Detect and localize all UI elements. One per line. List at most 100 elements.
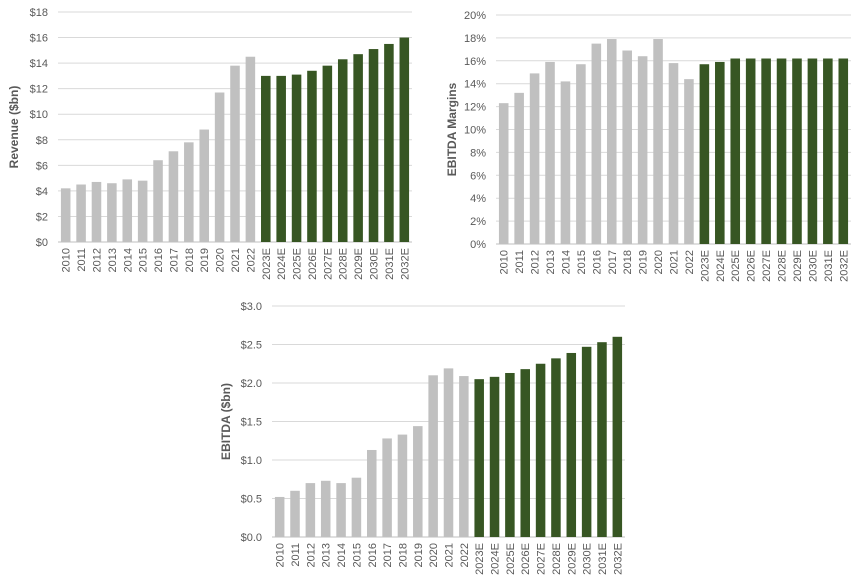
x-tick-label: 2026E xyxy=(520,543,532,575)
x-tick-label: 2012 xyxy=(91,248,103,272)
x-tick-label: 2022 xyxy=(245,248,257,272)
bar-2023e xyxy=(699,64,710,244)
bar-2020 xyxy=(214,92,225,242)
y-tick-label: 2% xyxy=(470,216,486,228)
x-tick-label: 2018 xyxy=(397,543,409,567)
bar-2015 xyxy=(137,180,148,242)
y-tick-label: $14 xyxy=(30,58,48,70)
x-tick-label: 2021 xyxy=(230,248,242,272)
bar-2011 xyxy=(514,92,524,244)
bar-2014 xyxy=(336,483,346,537)
bar-2021 xyxy=(668,63,679,245)
x-tick-label: 2024E xyxy=(490,543,502,575)
x-tick-label: 2028E xyxy=(551,543,563,575)
bar-2018 xyxy=(184,142,194,242)
y-tick-label: $3.0 xyxy=(241,301,262,313)
bar-2031e xyxy=(823,58,833,245)
ebitda-margin-chart: 0% 2% 4% 6% 8% 10% 12% 14% 16% 18% 20% 2010 2011 2012… xyxy=(445,10,851,282)
bar-2012 xyxy=(305,483,316,537)
x-tick-label: 2029E xyxy=(792,250,804,282)
y-axis-title: EBITDA Margins xyxy=(445,82,459,176)
bar-2024e xyxy=(276,75,286,242)
x-tick-label: 2010 xyxy=(499,250,511,274)
bar-2012 xyxy=(529,73,540,245)
y-axis-title: Revenue ($bn) xyxy=(7,86,21,169)
bar-2026e xyxy=(520,369,530,537)
x-tick-label: 2023E xyxy=(699,250,711,282)
bar-2010 xyxy=(498,103,509,244)
bar-2021 xyxy=(230,65,240,243)
bar-2016 xyxy=(367,449,377,537)
bar-2029e xyxy=(566,352,577,537)
y-tick-label: $0 xyxy=(36,237,48,249)
x-tick-label: 2013 xyxy=(545,250,557,274)
bar-2026e xyxy=(745,58,756,245)
x-tick-label: 2025E xyxy=(730,250,742,282)
x-tick-label: 2017 xyxy=(607,250,619,274)
ebitda-chart: $0.0 $0.5 $1.0 $1.5 $2.0 $2.5 $3.0 2010 2011 2012… xyxy=(219,301,625,575)
x-tick-label: 2016 xyxy=(591,250,603,274)
x-tick-label: 2031E xyxy=(823,250,835,282)
x-tick-label: 2028E xyxy=(777,250,789,282)
x-tick-label: 2031E xyxy=(597,543,609,575)
bar-2018 xyxy=(397,434,408,537)
y-tick-label: 20% xyxy=(464,10,486,22)
bar-2029e xyxy=(353,54,363,242)
bar-2032e xyxy=(838,58,849,245)
bar-2013 xyxy=(107,183,117,242)
bar-2019 xyxy=(637,56,648,244)
y-tick-label: 12% xyxy=(464,102,486,114)
bar-2029e xyxy=(792,58,802,245)
y-tick-label: $1.5 xyxy=(241,417,262,429)
x-tick-label: 2020 xyxy=(653,250,665,274)
x-tick-label: 2027E xyxy=(761,250,773,282)
x-tick-label: 2018 xyxy=(184,248,196,272)
x-tick-label: 2021 xyxy=(444,543,456,567)
bar-2010 xyxy=(274,496,285,537)
x-tick-label: 2022 xyxy=(459,543,471,567)
x-tick-label: 2012 xyxy=(530,250,542,274)
bar-2031e xyxy=(597,342,607,537)
x-tick-label: 2012 xyxy=(305,543,317,567)
x-tick-label: 2021 xyxy=(669,250,681,274)
x-tick-label: 2016 xyxy=(367,543,379,567)
x-tick-label: 2026E xyxy=(307,248,319,280)
x-tick-label: 2013 xyxy=(321,543,333,567)
x-tick-label: 2026E xyxy=(746,250,758,282)
x-tick-label: 2029E xyxy=(566,543,578,575)
bar-2017 xyxy=(382,438,392,537)
x-tick-label: 2027E xyxy=(536,543,548,575)
x-tick-label: 2024E xyxy=(715,250,727,282)
bar-2013 xyxy=(545,61,555,244)
bar-2032e xyxy=(612,336,623,537)
x-tick-label: 2010 xyxy=(61,248,73,272)
y-tick-label: $0.5 xyxy=(241,494,262,506)
bar-2011 xyxy=(290,490,300,537)
bar-2024e xyxy=(715,61,725,244)
x-tick-label: 2017 xyxy=(168,248,180,272)
bar-2012 xyxy=(91,181,102,242)
bar-2015 xyxy=(576,64,586,244)
bar-2030e xyxy=(581,346,592,537)
x-tick-label: 2016 xyxy=(153,248,165,272)
bar-2016 xyxy=(591,43,602,244)
bar-2028e xyxy=(551,358,561,537)
y-tick-label: 6% xyxy=(470,170,486,182)
y-tick-label: $0.0 xyxy=(241,532,262,544)
y-tick-label: $16 xyxy=(30,33,48,45)
bar-2014 xyxy=(560,81,571,244)
x-tick-label: 2017 xyxy=(382,543,394,567)
x-tick-label: 2030E xyxy=(807,250,819,282)
bar-2022 xyxy=(684,79,694,245)
bar-2022 xyxy=(245,56,256,242)
bar-2030e xyxy=(368,49,379,242)
bar-2025e xyxy=(505,372,515,537)
x-tick-label: 2025E xyxy=(505,543,517,575)
bar-2016 xyxy=(153,160,163,242)
x-tick-label: 2022 xyxy=(684,250,696,274)
bar-2010 xyxy=(60,188,71,242)
y-tick-label: $12 xyxy=(30,84,48,96)
x-tick-label: 2014 xyxy=(336,543,348,567)
bar-2015 xyxy=(351,477,362,537)
